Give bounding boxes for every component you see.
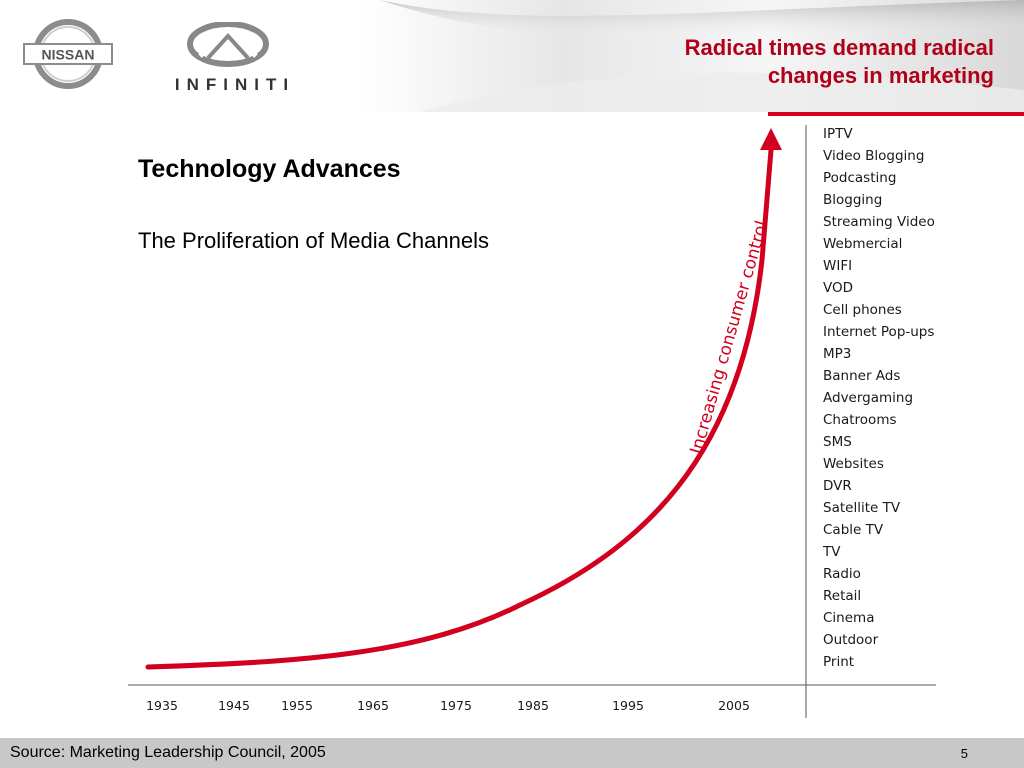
year-label: 1955 [281, 698, 313, 713]
section-heading: Technology Advances [138, 155, 401, 183]
nissan-logo-text: NISSAN [42, 47, 95, 63]
year-label: 1985 [517, 698, 549, 713]
year-label: 1995 [612, 698, 644, 713]
channel-item: Webmercial [823, 236, 903, 252]
media-channel-list: IPTV Video Blogging Podcasting Blogging … [823, 124, 935, 674]
channel-item: Satellite TV [823, 500, 901, 516]
title-underline [768, 112, 1024, 116]
growth-curve [145, 147, 774, 670]
section-subheading: The Proliferation of Media Channels [138, 228, 489, 253]
year-label: 1975 [440, 698, 472, 713]
channel-item: VOD [823, 280, 854, 296]
year-label: 1935 [146, 698, 178, 713]
channel-item: Podcasting [823, 170, 897, 186]
channel-item: MP3 [823, 346, 852, 362]
channel-item: DVR [823, 478, 852, 494]
header-background [0, 0, 1024, 112]
channel-item: SMS [823, 434, 852, 450]
channel-item: Cinema [823, 610, 875, 626]
nissan-logo: NISSAN [22, 18, 114, 95]
channel-item: Websites [823, 456, 884, 472]
channel-item: Cell phones [823, 302, 902, 318]
page-number: 5 [960, 746, 968, 761]
channel-item: Banner Ads [823, 368, 901, 384]
infiniti-logo: INFINITI [160, 21, 310, 101]
channel-item: Outdoor [823, 632, 879, 648]
channel-item: Chatrooms [823, 412, 897, 428]
channel-item: Streaming Video [823, 214, 935, 230]
channel-item: TV [823, 544, 841, 560]
channel-item: IPTV [823, 126, 853, 142]
year-label: 1945 [218, 698, 250, 713]
channel-item: Cable TV [823, 522, 884, 538]
slide-title-line-1: Radical times demand radical [684, 35, 994, 60]
channel-item: Video Blogging [823, 148, 925, 164]
channel-item: Radio [823, 566, 861, 582]
media-growth-diagram: Increasing consumer control 1935 1945 19… [128, 125, 936, 718]
channel-item: Advergaming [823, 390, 914, 406]
slide-title: Radical times demand radical changes in … [574, 34, 994, 90]
growth-curve-arrowhead [760, 128, 782, 150]
channel-item: WIFI [823, 258, 853, 274]
year-label: 2005 [718, 698, 750, 713]
year-axis-labels: 1935 1945 1955 1965 1975 1985 1995 2005 [146, 698, 750, 713]
channel-item: Blogging [823, 192, 883, 208]
channel-item: Internet Pop-ups [823, 324, 935, 340]
infiniti-logo-text: INFINITI [175, 75, 295, 94]
year-label: 1965 [357, 698, 389, 713]
header-band [0, 0, 1024, 112]
channel-item: Retail [823, 588, 862, 604]
slide-title-line-2: changes in marketing [767, 63, 994, 88]
curve-label: Increasing consumer control [687, 219, 773, 457]
channel-item: Print [823, 654, 855, 670]
source-citation: Source: Marketing Leadership Council, 20… [10, 744, 326, 761]
footer-bar: Source: Marketing Leadership Council, 20… [0, 738, 1024, 768]
